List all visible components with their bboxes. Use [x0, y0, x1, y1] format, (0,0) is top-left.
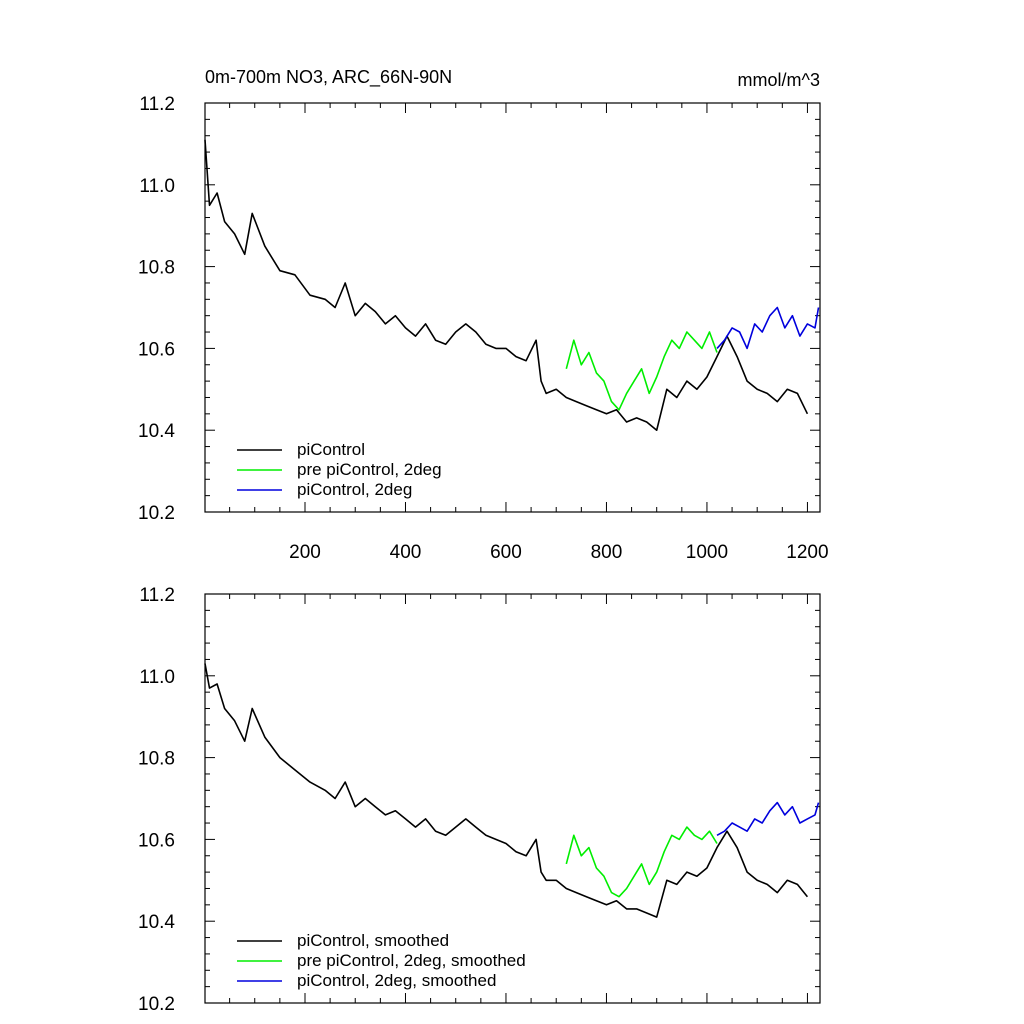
series-line-1: [565, 826, 718, 898]
x-tick-label: 200: [289, 542, 321, 563]
y-tick-label: 10.6: [138, 830, 175, 851]
panel-title: 0m-700m NO3, ARC_66N-90N: [205, 67, 452, 88]
units-label: mmol/m^3: [738, 70, 820, 90]
x-tick-label: 800: [591, 542, 623, 563]
y-tick-label: 11.2: [139, 94, 175, 115]
series-line-1: [565, 331, 718, 411]
chart-panel-bottom: 10.2 10.4 10.6 10.8 11.0 11.2 piControl, smoot…: [138, 585, 821, 1015]
y-tick-label: 11.0: [139, 176, 175, 197]
series-line-0: [204, 663, 809, 918]
plot-frame: [204, 102, 821, 513]
x-tick-label: 1200: [786, 542, 828, 563]
x-tick-label: 1000: [686, 542, 728, 563]
y-tick-label: 10.2: [138, 503, 175, 524]
legend-label-0: piControl, smoothed: [297, 931, 449, 950]
legend-label-1: pre piControl, 2deg, smoothed: [297, 951, 526, 970]
legend-label-2: piControl, 2deg: [297, 480, 412, 499]
y-tick-label: 11.0: [139, 667, 175, 688]
series-line-0: [204, 139, 809, 432]
series-line-2: [716, 306, 820, 350]
y-tick-label: 10.4: [138, 912, 175, 933]
y-tick-label: 10.6: [138, 339, 175, 360]
legend-label-2: piControl, 2deg, smoothed: [297, 971, 496, 990]
y-tick-label: 11.2: [139, 585, 175, 606]
y-tick-label: 10.2: [138, 994, 175, 1015]
x-tick-label: 600: [490, 542, 522, 563]
y-tick-label: 10.8: [138, 749, 175, 770]
legend-label-1: pre piControl, 2deg: [297, 460, 442, 479]
legend-label-0: piControl: [297, 440, 365, 459]
chart-panel-top: 10.2 10.4 10.6 10.8 11.0 11.2 200 400 600 800 1000…: [138, 94, 829, 563]
y-tick-label: 10.8: [138, 258, 175, 279]
series-line-2: [716, 801, 820, 837]
x-tick-label: 400: [390, 542, 422, 563]
plot-frame: [204, 593, 821, 1004]
y-tick-label: 10.4: [138, 421, 175, 442]
